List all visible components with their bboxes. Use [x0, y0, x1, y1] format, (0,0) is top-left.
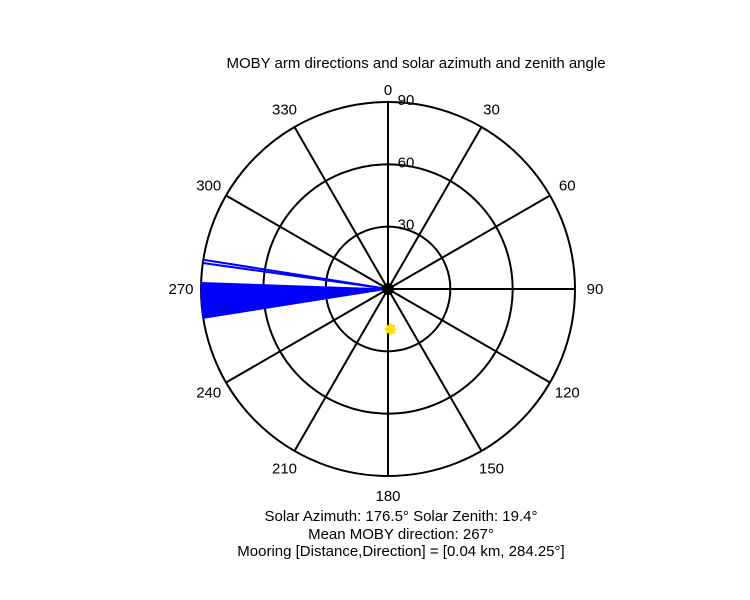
spoke-210 — [293, 288, 389, 452]
center-dot — [382, 283, 394, 295]
spoke-60 — [387, 194, 551, 290]
sun-ray-7 — [389, 324, 396, 330]
angle-label-60: 60 — [559, 178, 576, 195]
mean-direction-line: Mean MOBY direction: 267° — [308, 526, 494, 543]
sun-marker — [384, 323, 397, 336]
mooring-info-line: Mooring [Distance,Direction] = [0.04 km,… — [237, 543, 565, 560]
angle-label-0: 0 — [384, 82, 392, 99]
spoke-120 — [387, 288, 551, 384]
chart-title: MOBY arm directions and solar azimuth an… — [226, 55, 606, 72]
angle-label-180: 180 — [375, 488, 400, 505]
angle-label-120: 120 — [555, 385, 580, 402]
moby-arm-line-1 — [203, 258, 389, 290]
data-marks — [200, 258, 397, 336]
solar-info-line: Solar Azimuth: 176.5° Solar Zenith: 19.4… — [264, 508, 538, 525]
spoke-300 — [225, 194, 389, 290]
radial-label-90: 90 — [398, 92, 415, 109]
angle-label-150: 150 — [479, 460, 504, 477]
angle-label-30: 30 — [483, 102, 500, 119]
angle-label-90: 90 — [587, 281, 604, 298]
spoke-240 — [225, 288, 389, 384]
angle-label-210: 210 — [272, 460, 297, 477]
tick-labels: 0 30 60 90 120 150 180 210 240 270 300 330 30 60 90 — [168, 82, 603, 505]
spoke-150 — [387, 288, 483, 452]
angle-label-330: 330 — [272, 102, 297, 119]
spoke-30 — [387, 126, 483, 290]
spoke-330 — [293, 126, 389, 290]
angle-label-240: 240 — [196, 385, 221, 402]
radial-label-30: 30 — [398, 217, 415, 234]
angle-label-300: 300 — [196, 178, 221, 195]
angle-label-270: 270 — [168, 281, 193, 298]
radial-label-60: 60 — [398, 154, 415, 171]
moby-arm-wedge — [200, 281, 389, 319]
